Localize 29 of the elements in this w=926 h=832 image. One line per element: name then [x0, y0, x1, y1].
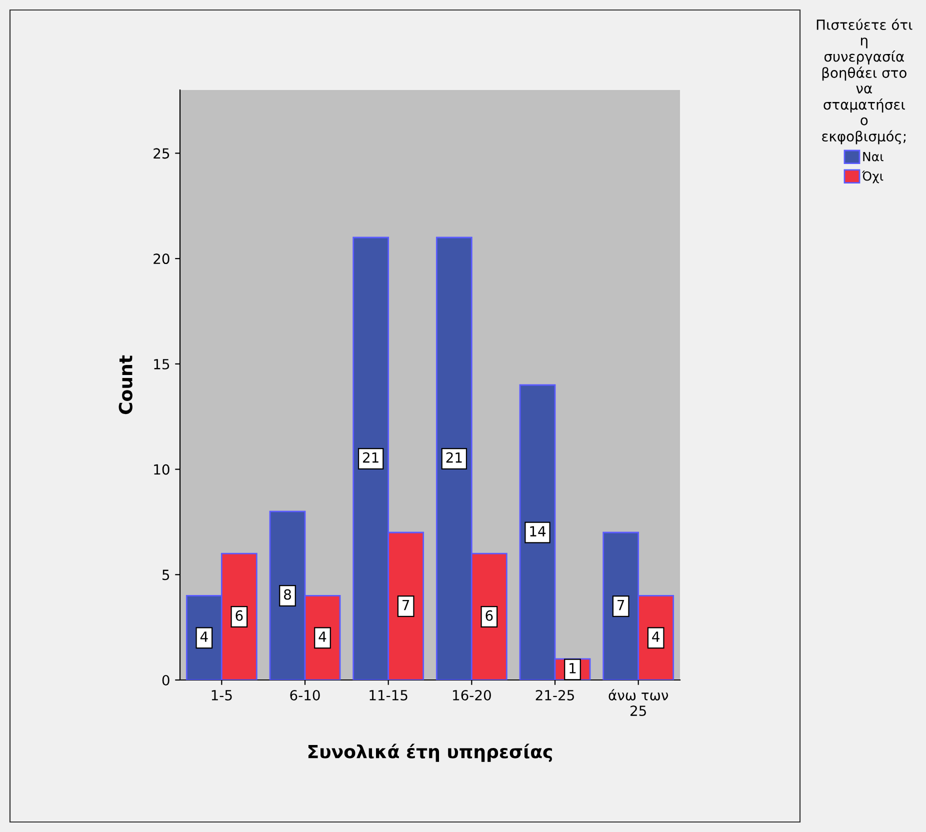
data-label: 6: [236, 610, 243, 621]
legend-label: Όχι: [862, 170, 884, 184]
data-label: 1: [570, 663, 576, 674]
data-label: 21: [446, 452, 462, 463]
x-tick-label: 1-5: [212, 690, 232, 700]
legend-label: Ναι: [863, 152, 884, 162]
y-axis-title: Count: [118, 355, 132, 414]
x-axis-title: Συνολικά έτη υπηρεσίας: [308, 744, 552, 762]
data-label: 21: [363, 452, 378, 463]
y-tick-label: 20: [154, 254, 170, 264]
y-tick-label: 5: [162, 570, 170, 580]
data-label: 4: [652, 632, 660, 642]
data-label: 8: [284, 589, 291, 600]
legend-title: Πιστεύετε ότι η συνεργασία βοηθάει στο να σταματήσει ο εκφοβισμός;: [816, 18, 912, 144]
data-label: 4: [318, 632, 326, 642]
x-tick-label: 11-15: [370, 690, 408, 700]
data-label: 14: [530, 526, 546, 536]
data-label: 4: [200, 632, 208, 642]
x-tick-label: 6-10: [290, 690, 320, 700]
y-tick-label: 0: [162, 674, 170, 686]
data-label: 7: [618, 600, 624, 610]
x-tick-label: 21-25: [536, 690, 574, 700]
y-tick-label: 15: [154, 359, 170, 370]
y-tick-label: 10: [154, 464, 170, 475]
data-label: 6: [486, 610, 493, 621]
data-label: 7: [402, 600, 410, 610]
x-tick-label: άνω των 25: [608, 689, 668, 716]
y-tick-label: 25: [154, 148, 170, 159]
x-tick-label: 16-20: [453, 690, 491, 700]
